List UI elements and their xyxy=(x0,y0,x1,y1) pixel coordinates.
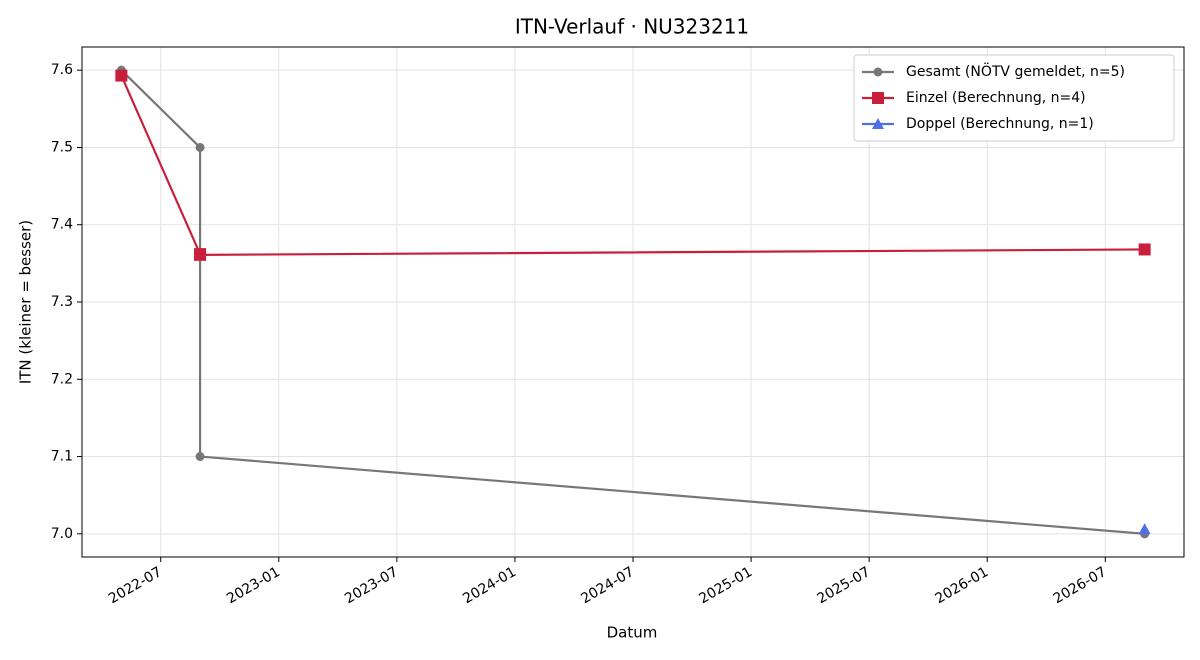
x-tick-label: 2023-01 xyxy=(224,564,283,607)
y-tick-label: 7.4 xyxy=(51,217,73,233)
y-tick-label: 7.2 xyxy=(51,371,73,387)
y-axis-label: ITN (kleiner = besser) xyxy=(17,220,35,384)
chart-title: ITN-Verlauf · NU323211 xyxy=(515,15,749,39)
y-tick-label: 7.1 xyxy=(51,449,73,465)
legend-label: Doppel (Berechnung, n=1) xyxy=(906,116,1094,132)
marker xyxy=(195,142,205,152)
y-tick-label: 7.6 xyxy=(51,62,73,78)
marker xyxy=(1138,523,1151,535)
legend-marker xyxy=(873,67,883,77)
marker xyxy=(115,69,128,82)
x-tick-label: 2026-07 xyxy=(1051,564,1110,607)
y-tick-label: 7.3 xyxy=(51,294,73,310)
plot-frame xyxy=(81,46,1185,558)
marker xyxy=(194,248,207,261)
x-tick-label: 2025-07 xyxy=(814,564,873,607)
y-tick-label: 7.0 xyxy=(51,526,73,542)
x-tick-label: 2024-07 xyxy=(578,564,637,607)
marker xyxy=(195,452,205,462)
x-tick-label: 2026-01 xyxy=(933,564,992,607)
legend-label: Einzel (Berechnung, n=4) xyxy=(906,90,1086,106)
legend-box xyxy=(853,54,1175,142)
x-tick-label: 2023-07 xyxy=(342,564,401,607)
legend-label: Gesamt (NÖTV gemeldet, n=5) xyxy=(906,62,1125,80)
y-tick-label: 7.5 xyxy=(51,139,73,155)
legend-marker xyxy=(872,118,884,129)
x-tick-label: 2024-01 xyxy=(460,564,519,607)
legend-marker xyxy=(872,92,884,104)
x-axis-label: Datum xyxy=(607,624,658,642)
x-tick-label: 2022-07 xyxy=(106,564,165,607)
x-tick-label: 2025-01 xyxy=(696,564,755,607)
marker xyxy=(1138,243,1151,256)
series-line xyxy=(120,69,1145,535)
